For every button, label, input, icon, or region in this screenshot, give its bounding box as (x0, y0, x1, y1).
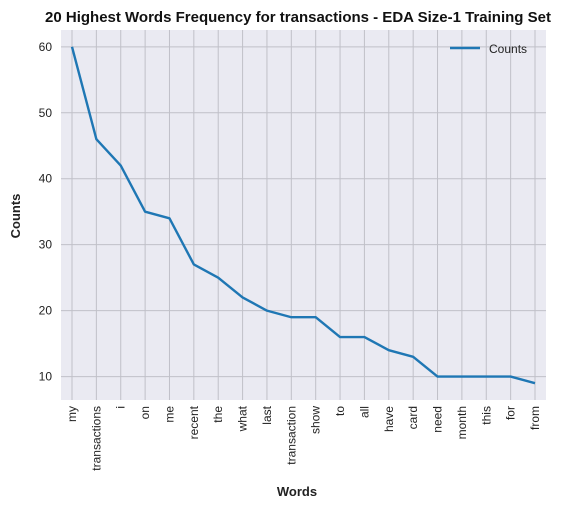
x-tick-label-have: have (382, 406, 396, 432)
x-tick-label-for: for (504, 406, 518, 420)
x-tick-label-recent: recent (187, 405, 201, 439)
y-tick-label: 20 (39, 304, 53, 318)
legend-label-counts: Counts (489, 42, 527, 56)
x-tick-label-the: the (211, 406, 225, 423)
x-tick-label-transactions: transactions (89, 406, 103, 471)
x-tick-label-my: my (65, 406, 79, 422)
x-tick-label-me: me (162, 406, 176, 423)
x-tick-label-last: last (260, 405, 274, 424)
x-tick-label-from: from (528, 406, 542, 430)
legend: Counts (450, 42, 527, 56)
x-tick-label-to: to (333, 406, 347, 416)
y-tick-label: 10 (39, 370, 53, 384)
y-tick-label: 30 (39, 238, 53, 252)
y-tick-label: 60 (39, 40, 53, 54)
x-tick-label-show: show (309, 406, 323, 434)
plot-area (61, 30, 546, 400)
x-tick-label-this: this (479, 406, 493, 425)
y-tick-label: 50 (39, 106, 53, 120)
y-axis-label: Counts (8, 194, 23, 239)
y-tick-label: 40 (39, 172, 53, 186)
x-tick-label-what: what (236, 405, 250, 432)
x-axis-label: Words (277, 484, 317, 499)
x-axis-ticks: my transactions i on me recent the what last tran… (65, 405, 542, 470)
x-tick-label-i: i (114, 406, 128, 409)
x-tick-label-on: on (138, 406, 152, 419)
chart-title: 20 Highest Words Frequency for transacti… (45, 9, 551, 26)
series-line-counts (70, 46, 536, 385)
grid-lines (61, 30, 546, 400)
x-tick-label-transaction: transaction (284, 406, 298, 465)
x-tick-label-all: all (357, 406, 371, 418)
x-tick-label-card: card (406, 406, 420, 429)
y-axis-ticks: 10 20 30 40 50 60 (39, 40, 53, 384)
x-tick-label-need: need (431, 406, 445, 433)
x-tick-label-month: month (455, 406, 469, 439)
